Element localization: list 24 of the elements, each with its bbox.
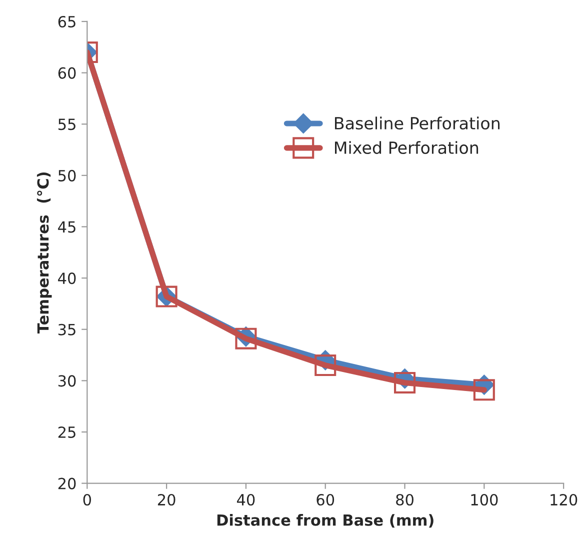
y-tick-label: 60	[58, 67, 76, 79]
x-tick-label: 0	[83, 494, 91, 506]
y-tick-label: 40	[58, 272, 76, 284]
x-tick-label: 20	[158, 494, 176, 506]
x-axis-title: Distance from Base (mm)	[217, 514, 434, 528]
x-tick-label: 100	[471, 494, 498, 506]
y-axis-title: Temperatures (°C)	[36, 172, 52, 334]
point	[394, 372, 416, 394]
y-tick-label: 65	[58, 16, 76, 28]
y-tick-label: 55	[58, 118, 76, 130]
point	[473, 379, 495, 401]
x-tick-label: 80	[396, 494, 414, 506]
y-tick-label: 25	[58, 426, 76, 438]
y-tick-label: 35	[58, 324, 76, 336]
y-tick-label: 20	[58, 478, 76, 490]
legend-label: Mixed Perforation	[334, 141, 478, 154]
x-tick-label: 60	[316, 494, 334, 506]
point	[314, 354, 336, 376]
y-tick-label: 50	[58, 170, 76, 182]
x-tick-label: 40	[236, 494, 255, 506]
y-tick-label: 45	[58, 221, 76, 233]
y-tick-label: 30	[58, 375, 76, 387]
legend-label: Baseline Perforation	[334, 116, 500, 130]
x-tick-label: 120	[550, 494, 578, 506]
